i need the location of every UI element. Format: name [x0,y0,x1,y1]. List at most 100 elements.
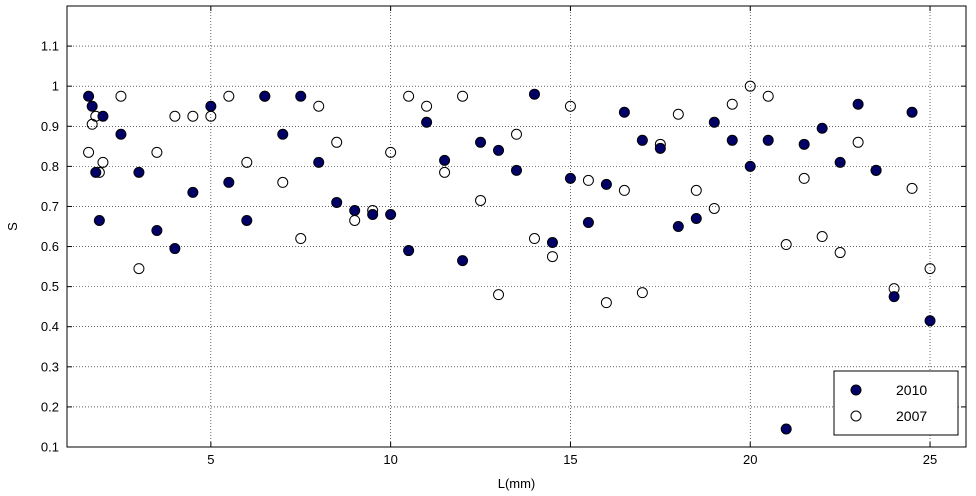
y-axis-label: S [5,222,20,231]
legend-label-2007: 2007 [896,408,927,424]
x-axis-ticks: 5 10 15 20 25 [207,6,937,467]
point-2010 [870,164,882,176]
point-2010 [331,196,343,208]
point-2010 [457,255,469,267]
x-tick-label: 5 [207,452,214,467]
y-axis-ticks: 0.1 0.2 0.3 0.4 0.5 0.6 0.7 0.8 0.9 1 1.1 [41,39,966,455]
point-2010 [241,214,253,226]
point-2007 [618,184,630,196]
point-2010 [582,216,594,228]
point-2007 [672,108,684,120]
point-2010 [133,166,145,178]
point-2007 [169,110,181,122]
point-2010 [259,90,271,102]
point-2007 [97,156,109,168]
point-2010 [421,116,433,128]
point-2007 [223,90,235,102]
point-2010 [403,245,415,257]
y-tick-label: 1 [52,79,59,94]
point-2010 [744,160,756,172]
x-axis-label: L(mm) [498,476,536,491]
point-2007 [924,263,936,275]
point-2007 [834,247,846,259]
point-2010 [90,166,102,178]
y-tick-label: 0.9 [41,119,59,134]
point-2010 [852,98,864,110]
point-2010 [205,100,217,112]
legend: 2010 2007 [833,370,959,436]
point-2010 [600,178,612,190]
point-2007 [852,136,864,148]
point-2010 [475,136,487,148]
point-2010 [690,212,702,224]
y-tick-label: 0.7 [41,199,59,214]
y-tick-label: 0.8 [41,159,59,174]
point-2007 [385,146,397,158]
point-2007 [636,287,648,299]
plot-frame [66,5,967,448]
point-2010 [349,204,361,216]
y-tick-label: 1.1 [41,39,59,54]
point-2007 [493,289,505,301]
point-2007 [744,80,756,92]
point-2010 [654,142,666,154]
point-2007 [457,90,469,102]
data-series [83,80,936,435]
point-2010 [385,208,397,220]
point-2007 [511,128,522,140]
point-2010 [151,225,163,237]
point-2007 [708,202,720,214]
point-2007 [403,90,415,102]
point-2010 [277,128,289,140]
point-2007 [313,100,325,112]
y-tick-label: 0.3 [41,359,59,374]
point-2007 [690,184,702,196]
point-2010 [546,237,558,249]
legend-box [833,370,959,436]
point-2007 [906,182,918,194]
y-tick-label: 0.2 [41,399,59,414]
point-2007 [133,263,145,275]
point-2010 [798,138,810,150]
point-2010 [618,106,630,118]
point-2007 [205,110,217,122]
point-2010 [924,315,936,327]
y-tick-label: 0.1 [41,440,59,455]
point-2010 [888,291,900,303]
x-tick-label: 10 [383,452,397,467]
point-2010 [86,100,98,112]
point-2007 [331,136,343,148]
point-2010 [169,243,181,255]
legend-marker-2007 [850,410,862,422]
point-2010 [906,106,918,118]
point-2007 [83,146,95,158]
point-2007 [475,194,487,206]
series-2010 [83,88,936,435]
point-2010 [762,134,774,146]
point-2007 [277,176,289,188]
point-2007 [295,233,307,245]
legend-marker-2010 [850,384,862,396]
point-2007 [726,98,738,110]
point-2007 [439,166,451,178]
point-2010 [83,90,95,102]
point-2007 [115,90,127,102]
x-tick-label: 15 [563,452,577,467]
point-2010 [439,154,451,166]
x-tick-label: 25 [923,452,937,467]
point-2010 [816,122,828,134]
point-2010 [636,134,648,146]
point-2007 [546,251,558,263]
point-2010 [834,156,846,168]
point-2010 [672,221,684,232]
y-tick-label: 0.4 [41,319,59,334]
point-2007 [349,214,361,226]
point-2010 [93,214,105,226]
point-2007 [151,146,163,158]
point-2010 [564,172,576,184]
point-2010 [708,116,720,128]
point-2010 [511,164,522,176]
point-2007 [528,233,540,245]
y-tick-label: 0.6 [41,239,59,254]
point-2007 [762,90,774,102]
